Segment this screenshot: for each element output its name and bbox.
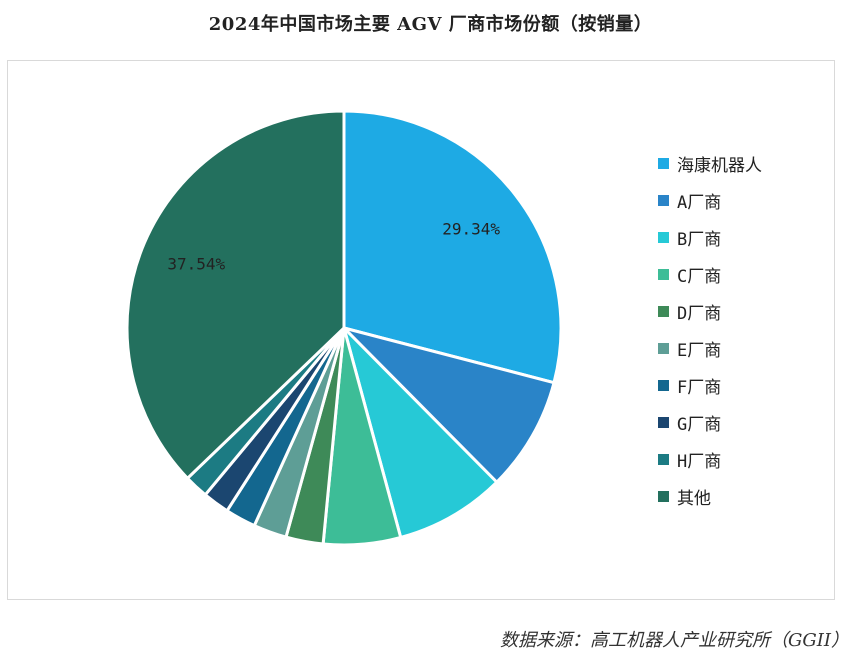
legend-label: E厂商	[677, 341, 722, 361]
chart-legend: 海康机器人 A厂商 B厂商 C厂商 D厂商 E厂商 F厂商 G厂商 H厂商其他	[658, 145, 828, 515]
legend-item-1: 海康机器人	[658, 145, 828, 182]
pie-slice-10	[125, 109, 346, 480]
legend-swatch	[658, 195, 669, 206]
legend-swatch	[658, 306, 669, 317]
legend-label: 其他	[677, 489, 711, 509]
legend-label: C厂商	[677, 267, 722, 287]
legend-item-9: H厂商	[658, 441, 828, 478]
legend-item-4: C厂商	[658, 256, 828, 293]
legend-label: 海康机器人	[677, 156, 762, 176]
data-label-10: 37.54%	[167, 255, 225, 274]
legend-swatch	[658, 269, 669, 280]
legend-swatch	[658, 232, 669, 243]
legend-swatch	[658, 491, 669, 502]
legend-swatch	[658, 417, 669, 428]
chart-frame	[7, 60, 835, 600]
legend-label: A厂商	[677, 193, 722, 213]
legend-item-10: 其他	[658, 478, 828, 515]
data-source-note: 数据来源：高工机器人产业研究所（GGII）	[500, 630, 849, 651]
legend-label: D厂商	[677, 304, 722, 324]
legend-item-6: E厂商	[658, 330, 828, 367]
legend-item-7: F厂商	[658, 367, 828, 404]
pie-slice-3	[342, 326, 499, 539]
legend-label: G厂商	[677, 415, 722, 435]
legend-item-5: D厂商	[658, 293, 828, 330]
legend-swatch	[658, 454, 669, 465]
legend-swatch	[658, 343, 669, 354]
legend-label: F厂商	[677, 378, 722, 398]
data-label-1: 29.34%	[442, 219, 500, 238]
legend-item-3: B厂商	[658, 219, 828, 256]
chart-title: 2024年中国市场主要 AGV 厂商市场份额（按销量）	[208, 14, 653, 35]
legend-label: B厂商	[677, 230, 722, 250]
legend-label: H厂商	[677, 452, 722, 472]
legend-item-8: G厂商	[658, 404, 828, 441]
pie-slice-2	[342, 326, 556, 484]
pie-slice-1	[342, 109, 563, 385]
legend-item-2: A厂商	[658, 182, 828, 219]
legend-swatch	[658, 380, 669, 391]
legend-swatch	[658, 158, 669, 169]
